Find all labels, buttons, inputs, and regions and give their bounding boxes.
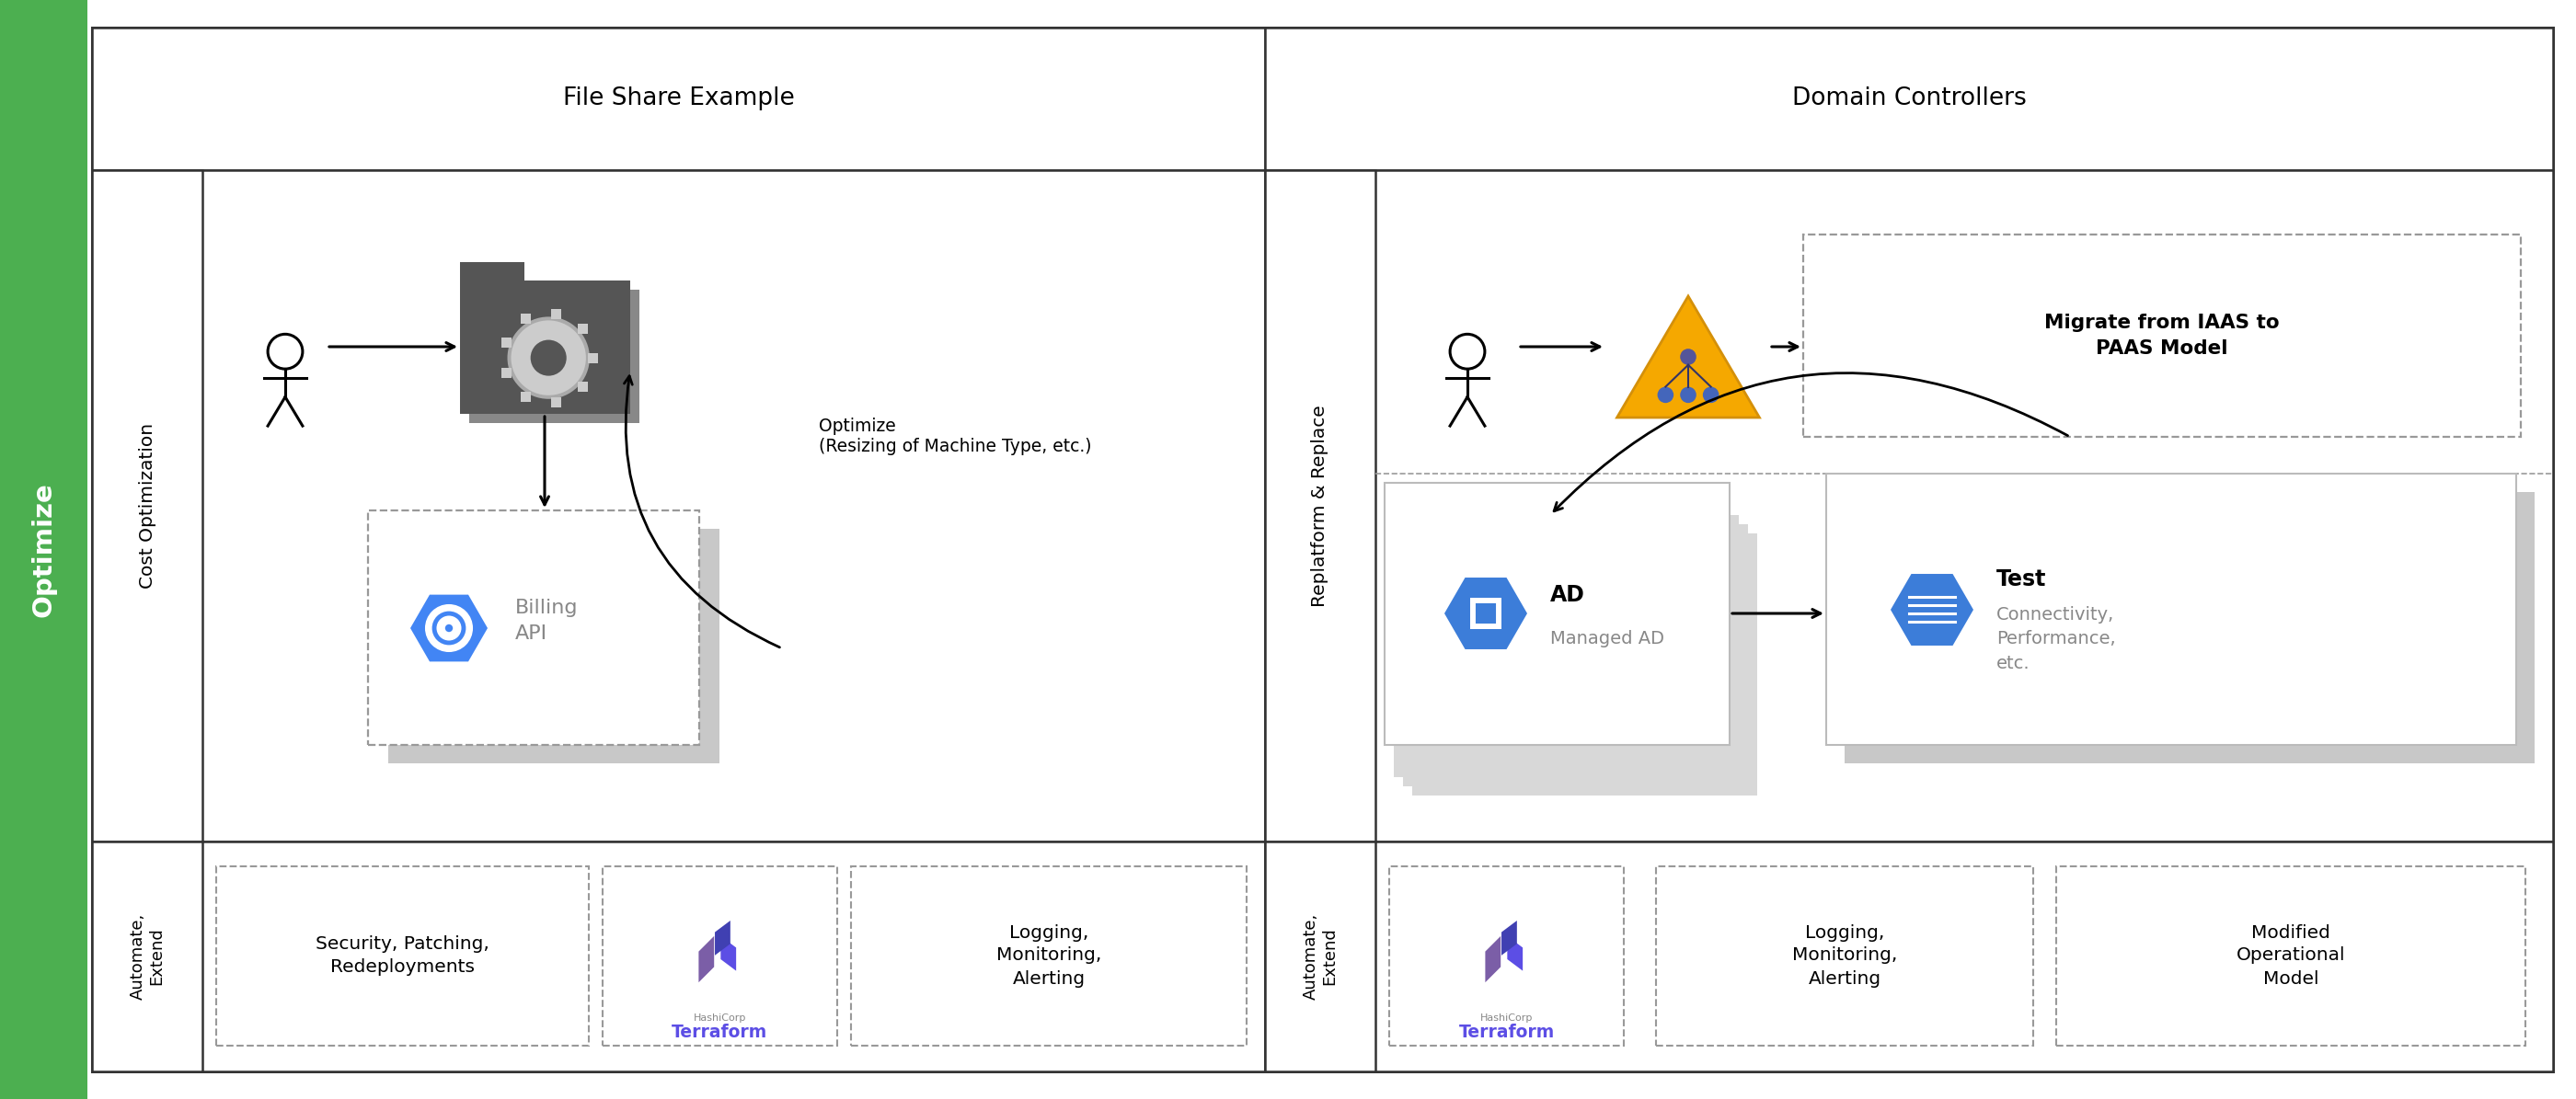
Text: Billing
API: Billing API — [515, 599, 577, 643]
Text: Logging,
Monitoring,
Alerting: Logging, Monitoring, Alerting — [997, 924, 1103, 987]
FancyBboxPatch shape — [1404, 524, 1749, 786]
FancyBboxPatch shape — [93, 27, 1265, 170]
FancyBboxPatch shape — [2056, 866, 2524, 1045]
Circle shape — [425, 604, 474, 652]
FancyBboxPatch shape — [1826, 474, 2517, 745]
FancyBboxPatch shape — [1265, 27, 2553, 170]
Circle shape — [507, 317, 590, 399]
Polygon shape — [1445, 578, 1528, 650]
FancyBboxPatch shape — [389, 529, 719, 764]
Polygon shape — [1891, 574, 1973, 645]
FancyBboxPatch shape — [461, 262, 526, 280]
Text: HashiCorp: HashiCorp — [693, 1013, 747, 1023]
Circle shape — [1680, 387, 1698, 403]
Text: Domain Controllers: Domain Controllers — [1793, 87, 2027, 111]
Text: HashiCorp: HashiCorp — [1481, 1013, 1533, 1023]
Text: Automate,
Extend: Automate, Extend — [129, 913, 165, 1000]
FancyBboxPatch shape — [93, 170, 204, 842]
Circle shape — [446, 624, 453, 632]
FancyBboxPatch shape — [1265, 170, 1376, 842]
FancyBboxPatch shape — [1394, 515, 1739, 777]
Text: Logging,
Monitoring,
Alerting: Logging, Monitoring, Alerting — [1793, 924, 1896, 987]
Polygon shape — [410, 595, 487, 662]
Text: Managed AD: Managed AD — [1551, 631, 1664, 648]
Text: Test: Test — [1996, 568, 2045, 590]
FancyBboxPatch shape — [551, 309, 562, 319]
FancyBboxPatch shape — [469, 290, 639, 423]
Text: Optimize
(Resizing of Machine Type, etc.): Optimize (Resizing of Machine Type, etc.… — [819, 418, 1092, 456]
Text: Terraform: Terraform — [672, 1024, 768, 1042]
FancyBboxPatch shape — [1844, 492, 2535, 764]
FancyBboxPatch shape — [1412, 533, 1757, 796]
Circle shape — [1703, 387, 1718, 403]
Text: Security, Patching,
Redeployments: Security, Patching, Redeployments — [317, 935, 489, 976]
Text: Modified
Operational
Model: Modified Operational Model — [2236, 924, 2344, 987]
Text: Replatform & Replace: Replatform & Replace — [1311, 404, 1329, 607]
FancyBboxPatch shape — [1386, 482, 1728, 745]
FancyBboxPatch shape — [216, 866, 590, 1045]
Circle shape — [531, 340, 567, 376]
FancyBboxPatch shape — [93, 170, 1265, 842]
FancyBboxPatch shape — [461, 280, 631, 414]
FancyBboxPatch shape — [603, 866, 837, 1045]
FancyBboxPatch shape — [1265, 170, 2553, 842]
FancyBboxPatch shape — [520, 314, 531, 324]
FancyBboxPatch shape — [520, 391, 531, 402]
FancyBboxPatch shape — [1476, 604, 1494, 622]
FancyBboxPatch shape — [93, 842, 204, 1072]
Polygon shape — [1486, 936, 1502, 983]
Text: File Share Example: File Share Example — [562, 87, 793, 111]
FancyBboxPatch shape — [587, 353, 598, 363]
Text: Migrate from IAAS to
PAAS Model: Migrate from IAAS to PAAS Model — [2045, 313, 2280, 358]
FancyBboxPatch shape — [502, 337, 513, 347]
Text: Cost Optimization: Cost Optimization — [139, 423, 157, 589]
FancyBboxPatch shape — [93, 27, 2553, 1072]
Text: Connectivity,
Performance,
etc.: Connectivity, Performance, etc. — [1996, 606, 2115, 673]
Text: Optimize: Optimize — [31, 482, 57, 617]
FancyBboxPatch shape — [502, 368, 513, 378]
Text: Automate,
Extend: Automate, Extend — [1303, 913, 1337, 1000]
FancyBboxPatch shape — [577, 381, 587, 391]
Text: Terraform: Terraform — [1458, 1024, 1553, 1042]
FancyBboxPatch shape — [1265, 842, 1376, 1072]
FancyBboxPatch shape — [368, 510, 698, 745]
FancyBboxPatch shape — [1656, 866, 2032, 1045]
Polygon shape — [1507, 936, 1522, 970]
FancyBboxPatch shape — [551, 397, 562, 407]
FancyBboxPatch shape — [1471, 598, 1502, 629]
FancyBboxPatch shape — [93, 842, 1265, 1072]
Circle shape — [510, 321, 585, 396]
FancyBboxPatch shape — [1265, 842, 2553, 1072]
Polygon shape — [716, 921, 732, 955]
Circle shape — [1680, 348, 1698, 365]
FancyBboxPatch shape — [1803, 234, 2522, 436]
Polygon shape — [1502, 921, 1517, 955]
FancyBboxPatch shape — [0, 0, 88, 1099]
Polygon shape — [698, 936, 714, 983]
FancyBboxPatch shape — [577, 324, 587, 334]
FancyBboxPatch shape — [850, 866, 1247, 1045]
Circle shape — [1656, 387, 1674, 403]
Polygon shape — [1618, 296, 1759, 418]
FancyBboxPatch shape — [1388, 866, 1623, 1045]
Polygon shape — [721, 936, 737, 970]
Text: AD: AD — [1551, 584, 1584, 606]
